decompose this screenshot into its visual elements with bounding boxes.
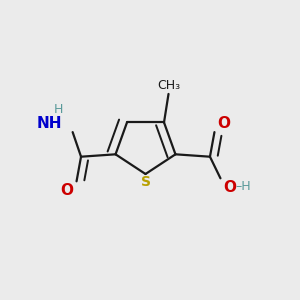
- Text: S: S: [140, 176, 151, 190]
- Text: O: O: [60, 183, 73, 198]
- Text: O: O: [223, 179, 236, 194]
- Text: O: O: [217, 116, 230, 130]
- Text: NH: NH: [37, 116, 62, 130]
- Text: –H: –H: [236, 179, 251, 193]
- Text: CH₃: CH₃: [157, 79, 180, 92]
- Text: H: H: [54, 103, 64, 116]
